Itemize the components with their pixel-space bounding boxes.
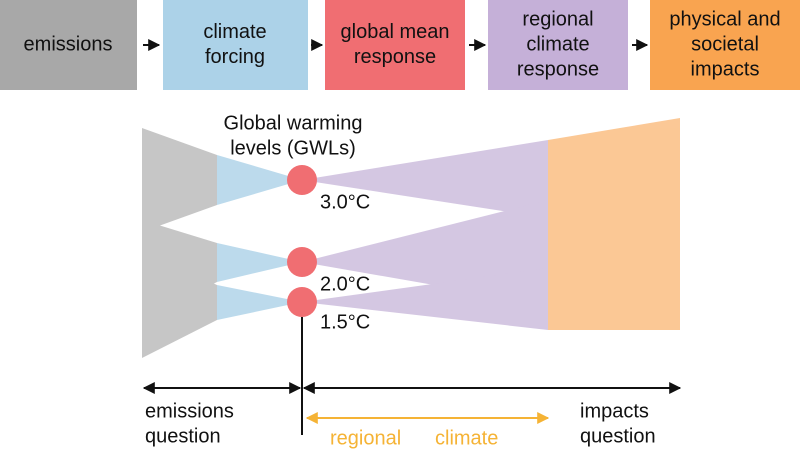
box-regional xyxy=(488,0,628,90)
box-label: societal xyxy=(691,33,759,55)
level-label: 2.0°C xyxy=(320,273,370,295)
box-label: emissions xyxy=(24,33,113,55)
box-label: climate xyxy=(203,21,266,43)
box-emissions xyxy=(0,0,137,90)
box-label: response xyxy=(354,46,436,68)
box-label: climate xyxy=(526,33,589,55)
box-label: regional xyxy=(522,8,593,30)
regional-climate: regional xyxy=(330,427,401,449)
regional-climate: climate xyxy=(435,427,498,449)
box-label: forcing xyxy=(205,46,265,68)
impacts-question: question xyxy=(580,425,656,447)
cones xyxy=(142,118,680,358)
level-label: 1.5°C xyxy=(320,311,370,333)
box-forcing xyxy=(163,0,308,90)
question-arrows xyxy=(142,317,682,435)
level-label: 3.0°C xyxy=(320,191,370,213)
impacts-question: impacts xyxy=(580,400,649,422)
gwl-title: levels (GWLs) xyxy=(230,137,356,159)
box-global xyxy=(325,0,465,90)
box-label: impacts xyxy=(691,58,760,80)
box-label: physical and xyxy=(669,8,780,30)
box-label: response xyxy=(517,58,599,80)
emissions-question: question xyxy=(145,425,221,447)
gwl-title: Global warming xyxy=(224,112,363,134)
box-impacts xyxy=(650,0,800,90)
flow-boxes xyxy=(0,0,800,90)
emissions-question: emissions xyxy=(145,400,234,422)
box-label: global mean xyxy=(341,21,450,43)
